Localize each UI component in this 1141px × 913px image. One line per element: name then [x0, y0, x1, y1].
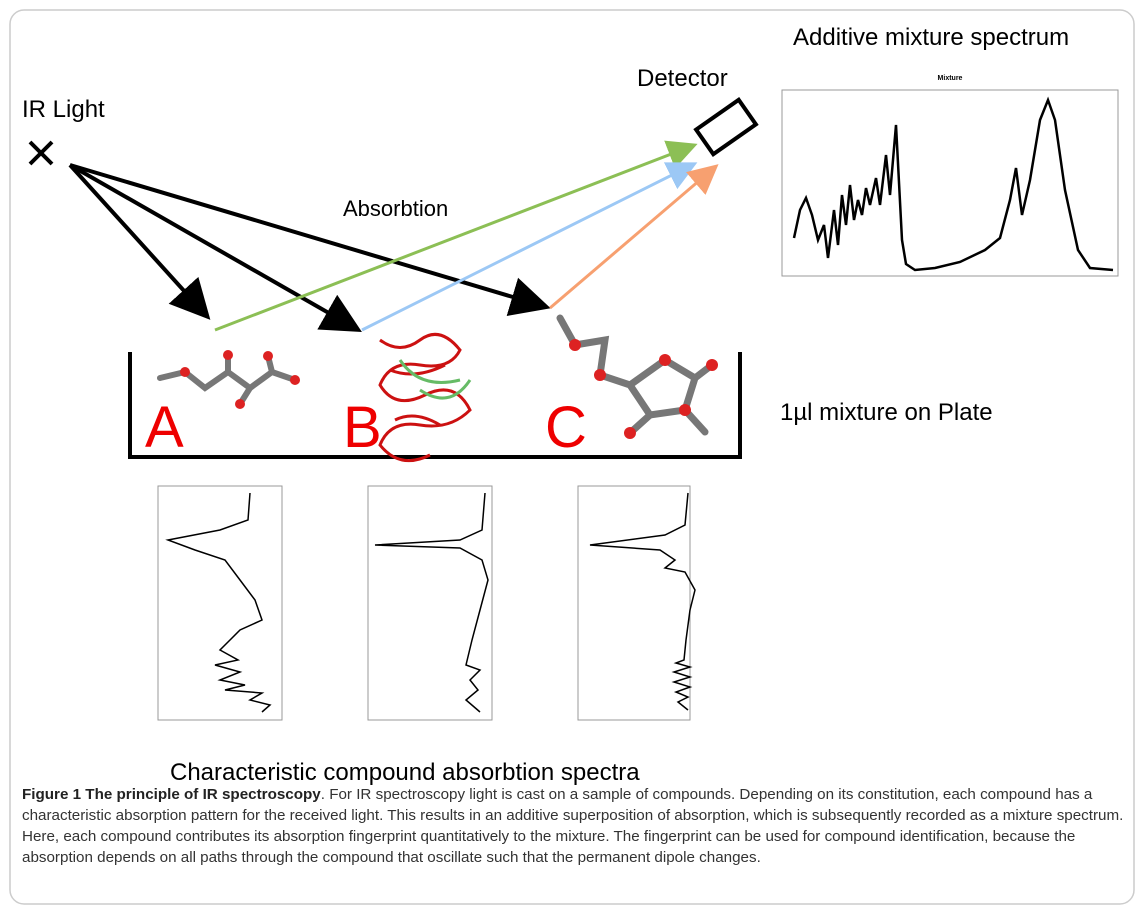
mixture-plot: Mixture: [781, 75, 1119, 277]
absorption-label: Absorbtion: [343, 196, 448, 221]
caption: Figure 1 The principle of IR spectroscop…: [22, 784, 1127, 868]
ray-c: [549, 164, 719, 310]
title: Additive mixture spectrum: [793, 24, 1069, 51]
ray-b: [361, 162, 698, 332]
molecule-b: [378, 332, 472, 463]
molecule-a-atoms: [180, 350, 300, 409]
frame: [9, 9, 1135, 905]
caption-label: Figure 1 The principle of IR spectroscop…: [22, 786, 321, 803]
compound-spectrum-b: [367, 485, 493, 721]
compound-label: C: [545, 395, 587, 460]
compound-label: B: [343, 395, 382, 460]
compound-label: A: [145, 395, 184, 460]
source-mark: [28, 140, 54, 166]
plate-label: 1µl mixture on Plate: [780, 399, 993, 426]
light-rays: [68, 163, 551, 332]
caption-text: . For IR spectroscopy light is cast on a…: [22, 786, 1124, 866]
ray-a: [214, 140, 698, 332]
spectra-label: Characteristic compound absorbtion spect…: [170, 759, 640, 786]
compound-spectrum-a: [157, 485, 283, 721]
mixture-plot-title: Mixture: [938, 75, 963, 82]
molecule-c-atoms: [569, 339, 718, 439]
detector-label: Detector: [637, 65, 728, 92]
detector: [693, 97, 759, 157]
compound-spectrum-c: [577, 485, 696, 721]
plate: [128, 352, 742, 459]
source-label: IR Light: [22, 96, 105, 123]
